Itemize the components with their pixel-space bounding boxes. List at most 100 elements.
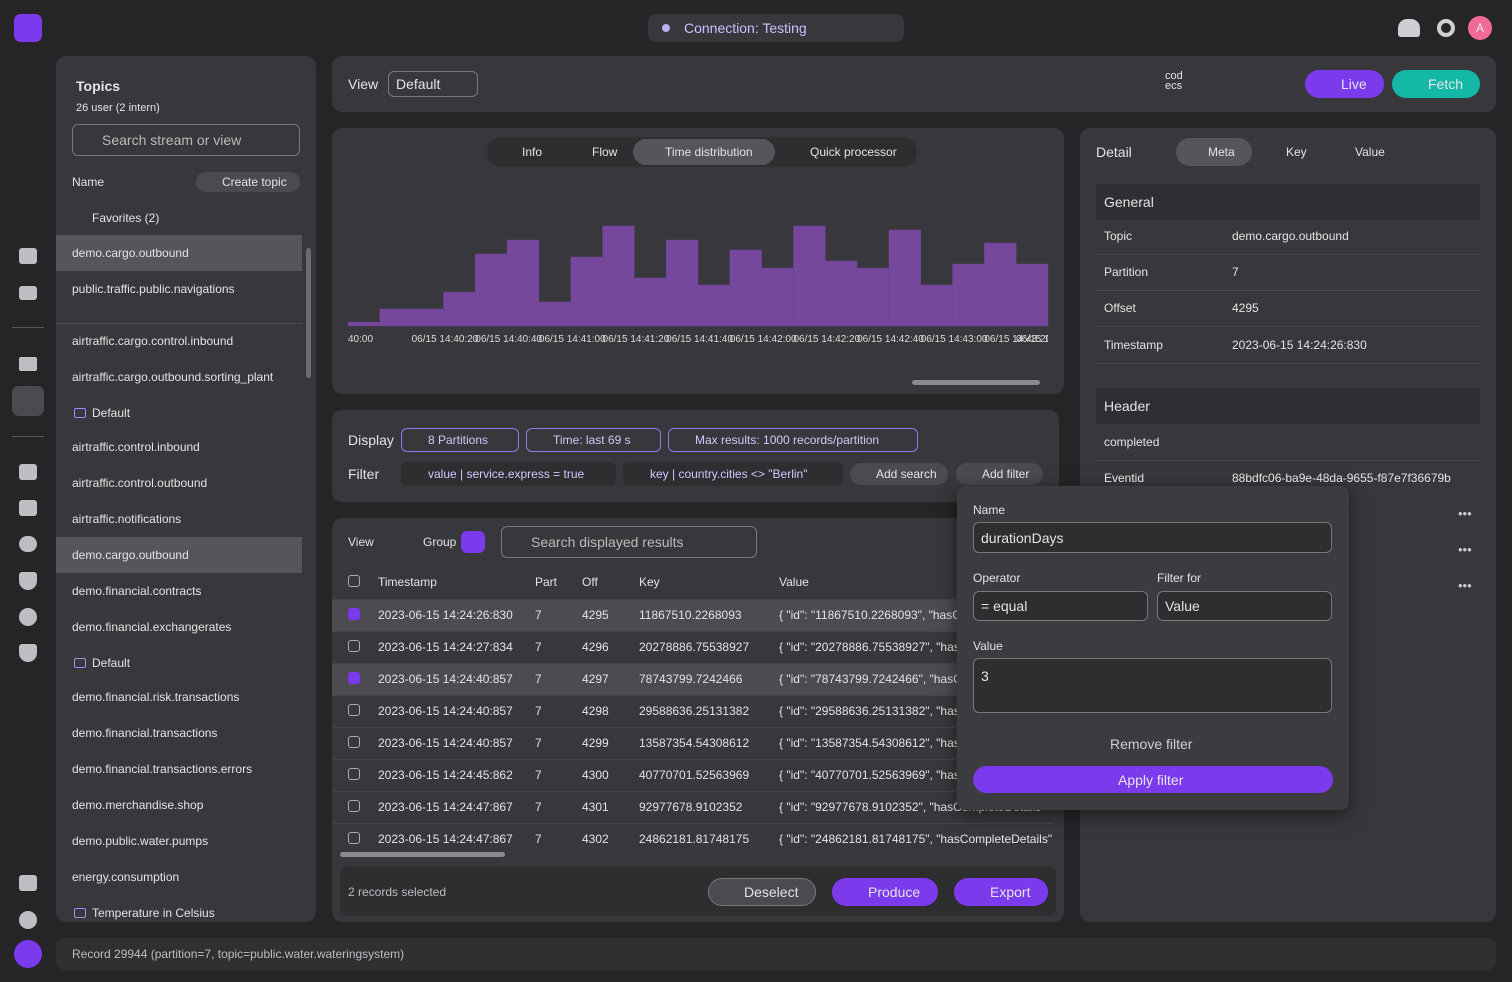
row-menu[interactable]: ••• — [1458, 578, 1472, 593]
codecs-icon[interactable]: cod — [1165, 70, 1183, 82]
row-checkbox[interactable] — [348, 640, 360, 652]
row-menu[interactable]: ••• — [1458, 506, 1472, 521]
table-row[interactable] — [332, 599, 1052, 631]
topic[interactable]: demo.financial.exchangerates — [72, 620, 232, 634]
create-topic-label[interactable]: Create topic — [222, 175, 287, 189]
chart-tab[interactable]: Info — [522, 145, 543, 159]
topic[interactable]: public.traffic.public.navigations — [72, 282, 235, 296]
deselect-label[interactable]: Deselect — [744, 884, 799, 900]
topic[interactable]: airtraffic.notifications — [72, 512, 182, 526]
table-row[interactable] — [332, 759, 1052, 791]
topic[interactable]: demo.public.water.pumps — [72, 834, 209, 848]
filter-chip-label[interactable]: value | service.express = true — [428, 467, 585, 481]
topic[interactable]: demo.financial.risk.transactions — [72, 690, 240, 704]
fetch-label[interactable]: Fetch — [1428, 76, 1464, 92]
rail-icon[interactable] — [19, 536, 37, 552]
apply-filter-label[interactable]: Apply filter — [1118, 772, 1184, 788]
settings-icon[interactable] — [1437, 19, 1455, 37]
remove-filter[interactable]: Remove filter — [1110, 736, 1193, 752]
favorites-folder[interactable]: Favorites (2) — [92, 211, 160, 225]
rail-icon[interactable] — [19, 608, 37, 626]
name-input[interactable] — [973, 522, 1332, 553]
table-row[interactable] — [332, 631, 1052, 663]
notifications-icon[interactable] — [1398, 19, 1420, 37]
export-button[interactable] — [954, 878, 1048, 906]
filter-chip[interactable] — [401, 462, 616, 486]
live-button[interactable] — [1305, 70, 1384, 98]
rail-icon[interactable] — [19, 875, 37, 891]
rail-icon[interactable] — [19, 500, 37, 516]
time-chip-label[interactable]: Time: last 69 s — [553, 433, 631, 447]
row-checkbox[interactable] — [348, 800, 360, 812]
table-search[interactable] — [501, 526, 757, 558]
topic[interactable]: demo.cargo.outbound — [72, 548, 189, 562]
rail-icon[interactable] — [19, 464, 37, 480]
max-results-label[interactable]: Max results: 1000 records/partition — [695, 433, 880, 447]
view-select[interactable] — [388, 71, 478, 97]
max-results-chip[interactable] — [668, 428, 918, 452]
detail-tab[interactable]: Value — [1355, 145, 1385, 159]
topic[interactable]: airtraffic.cargo.outbound.sorting_plant — [72, 370, 274, 384]
sort-label[interactable]: Name — [72, 175, 105, 189]
partitions-chip-label[interactable]: 8 Partitions — [428, 433, 489, 447]
table-row[interactable] — [332, 823, 1052, 855]
row-checkbox[interactable] — [348, 608, 360, 620]
add-filter-label[interactable]: Add filter — [982, 467, 1030, 481]
table-row[interactable] — [332, 663, 1052, 695]
rail-icon[interactable] — [19, 286, 37, 300]
row-checkbox[interactable] — [348, 768, 360, 780]
topic[interactable]: demo.financial.transactions — [72, 726, 218, 740]
connection-label[interactable]: Connection: Testing — [684, 20, 807, 36]
filter-for-select[interactable] — [1157, 591, 1332, 621]
rail-icon-active[interactable] — [12, 386, 44, 416]
table-row[interactable] — [332, 695, 1052, 727]
logo[interactable] — [14, 14, 42, 42]
rail-icon[interactable] — [19, 357, 37, 371]
folder[interactable]: Default — [92, 406, 131, 420]
row-checkbox[interactable] — [348, 672, 360, 684]
view-select-value[interactable]: Default — [396, 76, 441, 92]
create-topic-button[interactable] — [196, 172, 300, 192]
field-value[interactable]: = equal — [981, 598, 1028, 614]
chart-tab[interactable]: Flow — [592, 145, 618, 159]
produce-button[interactable] — [832, 878, 938, 906]
add-search-label[interactable]: Add search — [876, 467, 937, 481]
topic[interactable]: energy.consumption — [72, 870, 180, 884]
rail-icon[interactable] — [19, 248, 37, 264]
topic[interactable]: demo.financial.transactions.errors — [72, 762, 253, 776]
filter-chip[interactable] — [623, 462, 843, 486]
time-chip[interactable] — [526, 428, 661, 452]
connection-select[interactable] — [648, 14, 904, 42]
filter-chip-label[interactable]: key | country.cities <> "Berlin" — [650, 467, 808, 481]
topic[interactable]: demo.financial.contracts — [72, 584, 202, 598]
rail-icon[interactable] — [19, 911, 37, 929]
apply-filter-button[interactable] — [973, 766, 1333, 793]
topic[interactable]: airtraffic.control.outbound — [72, 476, 208, 490]
live-label[interactable]: Live — [1341, 76, 1367, 92]
field-value[interactable]: Value — [1165, 598, 1200, 614]
fetch-button[interactable] — [1392, 70, 1480, 98]
theme-toggle[interactable] — [14, 940, 42, 968]
rail-icon[interactable] — [19, 644, 37, 662]
row-checkbox[interactable] — [348, 704, 360, 716]
detail-tab[interactable]: Meta — [1208, 145, 1235, 159]
chart-tab[interactable]: Quick processor — [810, 145, 897, 159]
topic[interactable]: airtraffic.control.inbound — [72, 440, 200, 454]
export-label[interactable]: Export — [990, 884, 1031, 900]
add-search-button[interactable] — [850, 463, 948, 485]
folder[interactable]: Temperature in Celsius — [92, 906, 215, 920]
detail-tab[interactable]: Key — [1286, 145, 1307, 159]
sidebar-search[interactable] — [72, 124, 300, 156]
produce-label[interactable]: Produce — [868, 884, 921, 900]
row-checkbox[interactable] — [348, 832, 360, 844]
topic[interactable]: demo.merchandise.shop — [72, 798, 204, 812]
rail-icon[interactable] — [19, 572, 37, 590]
operator-select[interactable] — [973, 591, 1148, 621]
value-input[interactable] — [973, 658, 1332, 713]
row-checkbox[interactable] — [348, 575, 360, 587]
table-row[interactable] — [332, 727, 1052, 759]
add-filter-button[interactable] — [956, 463, 1043, 485]
avatar[interactable] — [1468, 16, 1492, 40]
group-toggle[interactable] — [461, 531, 485, 553]
topic[interactable]: airtraffic.cargo.control.inbound — [72, 334, 234, 348]
